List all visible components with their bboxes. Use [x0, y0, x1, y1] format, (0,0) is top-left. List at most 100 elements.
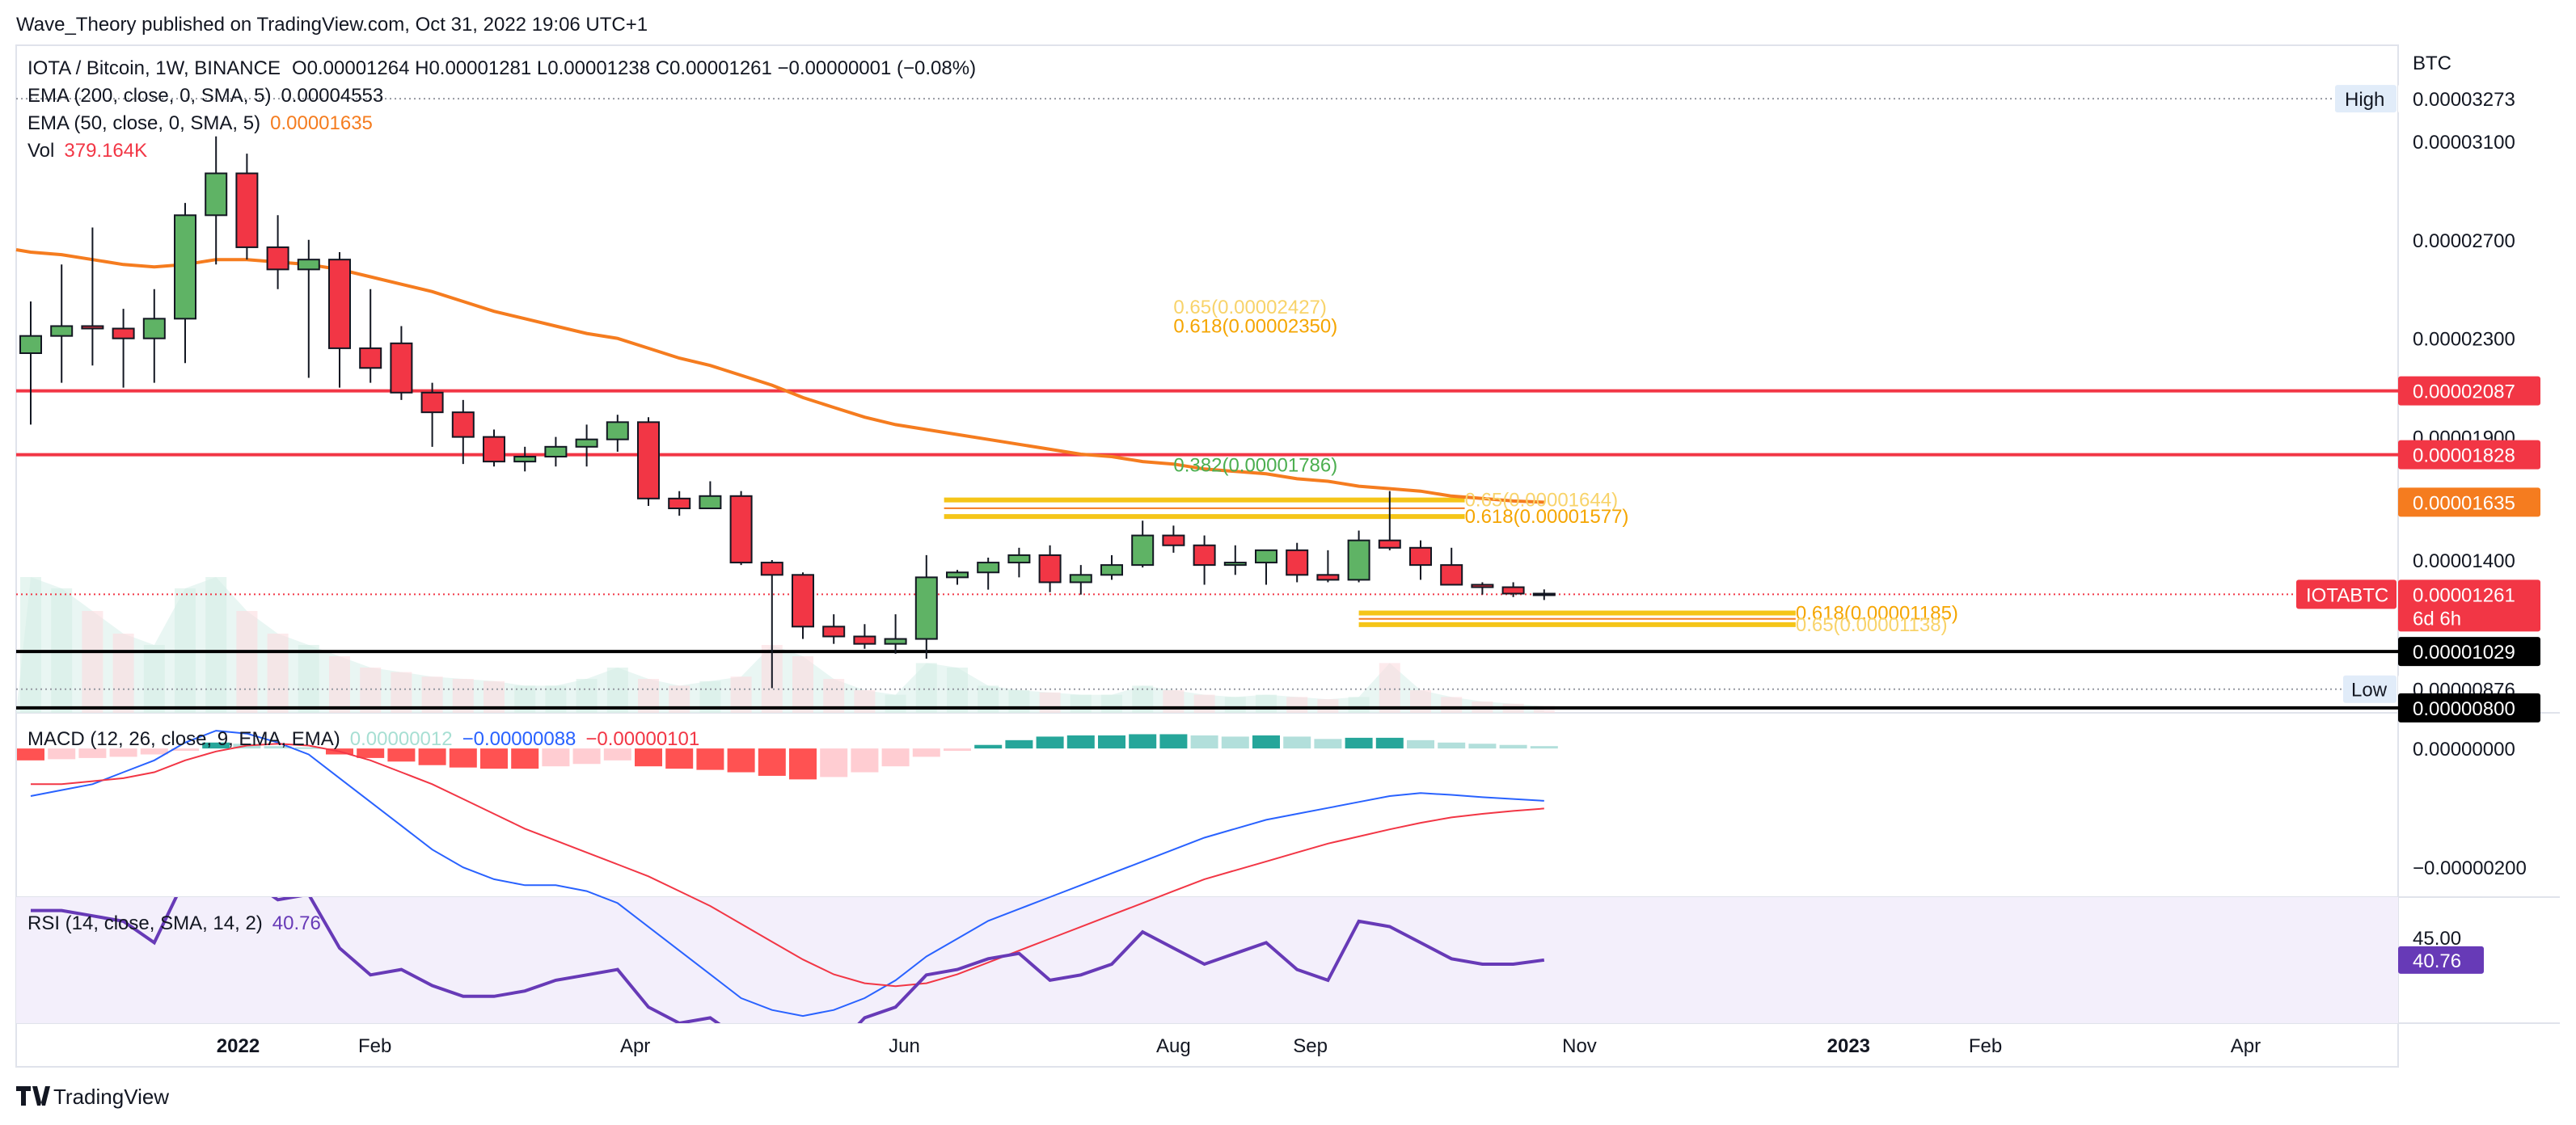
candle	[235, 154, 259, 260]
time-tick: Feb	[358, 1035, 391, 1057]
high-tag-bg	[2398, 84, 2540, 114]
candle	[50, 264, 74, 383]
candle	[792, 572, 814, 639]
candle-body	[483, 436, 505, 463]
rsi-tick: 45.00	[2413, 928, 2461, 950]
candle-body	[513, 456, 537, 463]
signal-line	[31, 743, 1544, 988]
resistance2-tag: 0.00001828	[2398, 440, 2540, 470]
volume-bar	[1193, 694, 1215, 713]
brand-label: TradingView	[53, 1085, 169, 1109]
candle	[1007, 547, 1031, 578]
volume-bar	[792, 656, 813, 713]
candle	[1409, 540, 1432, 580]
macd-hist-bar	[1005, 739, 1033, 749]
rsi-label: RSI (14, close, SMA, 14, 2)	[27, 912, 263, 934]
fib-label: 0.618(0.00001185)	[1796, 603, 1958, 625]
tradingview-logo[interactable]: TradingView	[16, 1085, 169, 1109]
candle	[699, 481, 722, 510]
vol-label: Vol	[27, 140, 54, 162]
low-badge-label: Low	[2351, 680, 2388, 702]
fib-label: 0.618(0.00002350)	[1173, 315, 1337, 337]
high-badge-label: High	[2345, 89, 2384, 111]
macd-hist-bar	[1036, 736, 1064, 749]
candle	[760, 560, 783, 689]
time-tick: Nov	[1562, 1035, 1597, 1057]
symbol-label: IOTA / Bitcoin, 1W, BINANCE	[27, 57, 281, 79]
macd-pane: 0.00000000 −0.00000200	[17, 730, 2527, 1018]
candle	[1440, 547, 1463, 586]
macd-hist-bar	[758, 748, 786, 776]
candle	[822, 614, 846, 644]
macd-hist-bar	[881, 748, 910, 767]
candle-body	[637, 421, 660, 499]
macd-hist-bar	[1314, 739, 1342, 749]
candle	[112, 309, 135, 388]
time-tick: Aug	[1156, 1035, 1191, 1057]
candle	[637, 417, 660, 506]
volume-bar	[267, 634, 289, 713]
volume-bar	[205, 577, 227, 713]
macd-hist-bar	[851, 748, 879, 773]
candle-body	[575, 438, 598, 448]
macd-hist-bar	[603, 748, 631, 761]
time-tick: Apr	[2231, 1035, 2261, 1057]
current-price-tag-bg	[2398, 579, 2540, 632]
macd-hist-bar	[572, 748, 601, 765]
candle	[420, 382, 444, 447]
support2-tag-bg	[2398, 693, 2540, 723]
support1-tag: 0.00001029	[2398, 637, 2540, 667]
macd-hist-bar	[511, 748, 539, 769]
candle-body	[668, 497, 691, 510]
candle-body	[328, 259, 351, 349]
support1-value: 0.00001029	[2413, 642, 2515, 664]
candle-body	[1038, 554, 1062, 584]
candle	[1255, 549, 1277, 585]
ema-layer	[15, 248, 1544, 504]
candles	[19, 136, 1556, 689]
candle	[668, 491, 691, 516]
macd-hist-bar	[727, 748, 755, 773]
low-badge-bg	[2343, 675, 2397, 703]
macd-hist-bar	[1252, 735, 1280, 749]
rsi-value-tag: 40.76	[2413, 950, 2461, 972]
candle	[205, 136, 228, 265]
macd-hist-bar	[974, 744, 1003, 749]
axis-unit-label: BTC	[2413, 53, 2451, 74]
macd-hist-bar	[357, 748, 385, 758]
macd-line-value: −0.00000088	[462, 728, 576, 750]
volume-bar	[20, 577, 41, 713]
ema50-tag-bg	[2398, 487, 2540, 517]
candle	[328, 252, 351, 388]
ema50-value: 0.00001635	[270, 112, 373, 134]
svg-text:MACD (12, 26, close, 9, EMA, E: MACD (12, 26, close, 9, EMA, EMA) 0.00000…	[27, 728, 699, 750]
time-tick: Apr	[620, 1035, 650, 1057]
candle-body	[792, 574, 814, 628]
fib-labels: 0.65(0.00002427)0.618(0.00002350) 0.382(0…	[1173, 297, 1958, 636]
ema50-line	[15, 248, 1544, 504]
fib-label: 0.65(0.00001138)	[1796, 614, 1948, 636]
candle-body	[1131, 534, 1155, 567]
support2-tag: 0.00000800	[2398, 693, 2540, 723]
macd-hist-bar	[109, 748, 137, 757]
time-tick: 2023	[1827, 1035, 1870, 1057]
price-pane[interactable]	[15, 44, 2560, 1068]
volume-bar	[915, 663, 937, 713]
macd-hist-bar	[1159, 734, 1188, 749]
candle	[266, 215, 289, 289]
volume-bar	[1070, 694, 1092, 713]
volume-bar	[360, 668, 382, 713]
candle	[1532, 589, 1556, 600]
volume-bar	[1039, 692, 1061, 713]
time-tick: Feb	[1969, 1035, 2002, 1057]
candle	[483, 429, 505, 467]
published-header: Wave_Theory published on TradingView.com…	[16, 14, 648, 36]
low-badge: Low	[2343, 675, 2397, 703]
candle	[729, 491, 753, 566]
candle-body	[729, 495, 753, 564]
resistance2-tag-bg	[2398, 440, 2540, 470]
volume-bar	[1224, 697, 1246, 713]
price-axis: BTC 0.00003100 0.00002700 0.00002300 0.0000…	[2296, 53, 2540, 723]
volume-bar	[391, 672, 412, 713]
